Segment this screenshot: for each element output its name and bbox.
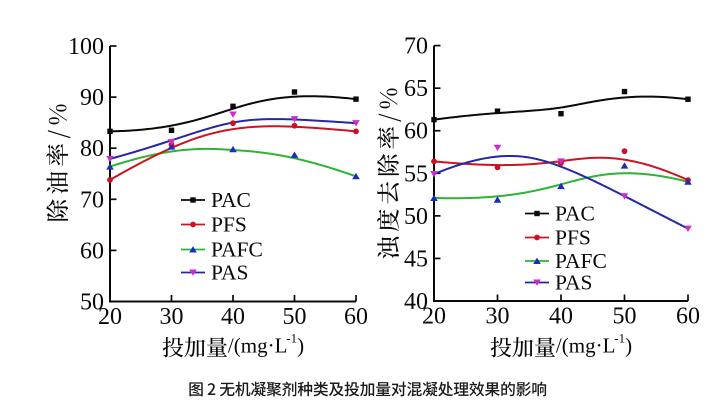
svg-text:60: 60	[404, 119, 428, 145]
svg-text:20: 20	[98, 304, 122, 330]
svg-text:-1: -1	[614, 331, 625, 346]
svg-text:PAFC: PAFC	[555, 249, 607, 273]
svg-text:60: 60	[676, 304, 700, 330]
svg-text:40: 40	[404, 289, 428, 315]
svg-text:/(mg·L: /(mg·L	[228, 334, 287, 358]
svg-text:40: 40	[221, 304, 245, 330]
svg-text:90: 90	[80, 85, 104, 111]
svg-text:): )	[625, 334, 632, 358]
svg-text:60: 60	[80, 238, 104, 264]
svg-text:PAS: PAS	[555, 271, 592, 295]
svg-text:PAFC: PAFC	[211, 238, 263, 262]
svg-text:55: 55	[404, 161, 428, 187]
svg-text:80: 80	[80, 136, 104, 162]
svg-text:30: 30	[160, 304, 184, 330]
svg-text:): )	[297, 334, 304, 358]
svg-text:PAC: PAC	[555, 202, 595, 226]
svg-text:/(mg·L: /(mg·L	[556, 334, 615, 358]
svg-text:PAC: PAC	[211, 188, 251, 212]
svg-text:30: 30	[486, 304, 510, 330]
svg-text:PFS: PFS	[211, 213, 247, 237]
svg-text:50: 50	[80, 290, 104, 316]
svg-text:PFS: PFS	[555, 226, 591, 250]
svg-text:20: 20	[422, 304, 446, 330]
svg-text:40: 40	[549, 304, 573, 330]
svg-text:70: 70	[80, 187, 104, 213]
svg-text:PAS: PAS	[211, 261, 248, 285]
svg-text:65: 65	[404, 76, 428, 102]
svg-text:70: 70	[404, 34, 428, 60]
svg-text:60: 60	[344, 304, 368, 330]
svg-text:50: 50	[404, 204, 428, 230]
svg-text:50: 50	[283, 304, 307, 330]
svg-text:50: 50	[613, 304, 637, 330]
svg-text:100: 100	[68, 34, 104, 60]
svg-text:-1: -1	[286, 331, 297, 346]
svg-text:45: 45	[404, 246, 428, 272]
